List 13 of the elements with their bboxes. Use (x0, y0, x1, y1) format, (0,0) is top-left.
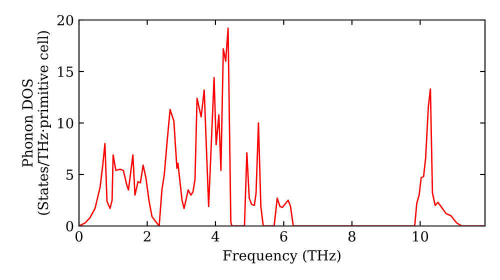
x-axis-title: Frequency (THz) (223, 250, 340, 264)
x-tick-label: 4 (211, 231, 220, 242)
y-tick-label: 0 (66, 220, 74, 232)
x-tick-label: 6 (280, 231, 288, 242)
y-axis-title: Phonon DOS (States/THz·primitive cell) (22, 31, 51, 215)
y-tick-label: 20 (57, 14, 74, 26)
x-tick-label: 10 (413, 231, 428, 242)
x-tick-label: 2 (144, 231, 150, 242)
y-tick-label: 5 (66, 170, 74, 180)
y-tick-label: 15 (58, 66, 74, 77)
x-tick-label: 0 (75, 231, 82, 242)
x-tick-label: 8 (348, 231, 356, 242)
y-tick-label: 10 (58, 118, 74, 128)
